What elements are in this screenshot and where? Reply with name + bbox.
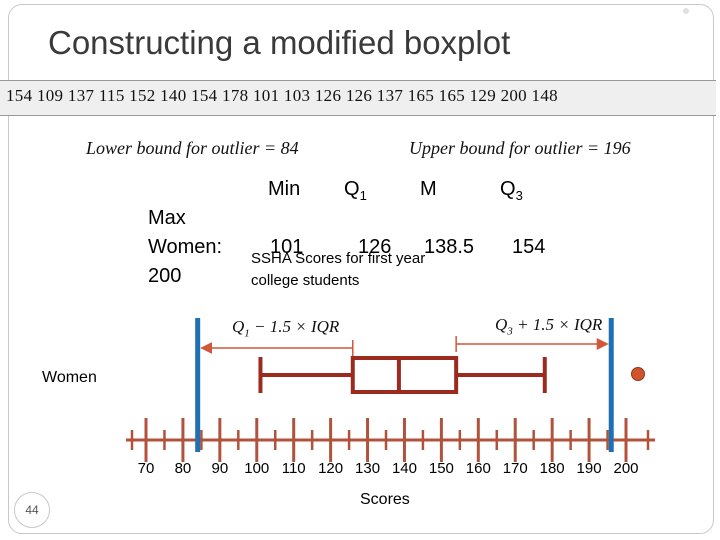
women-label: Women xyxy=(42,369,97,386)
lower-bound-text: Lower bound for outlier = 84 xyxy=(86,138,299,158)
slide-frame xyxy=(8,4,714,534)
tick-label: 170 xyxy=(502,460,528,477)
min-value: 101 xyxy=(270,236,304,258)
median-value: 138.5 xyxy=(424,236,475,258)
lower-fence-formula: Q1 − 1.5 × IQR xyxy=(232,317,340,340)
tick-label: 130 xyxy=(355,460,381,477)
tick-label: 140 xyxy=(391,460,417,477)
tick-label: 70 xyxy=(137,460,155,477)
tick-label: 200 xyxy=(613,460,639,477)
axis-title: Scores xyxy=(360,491,410,508)
women-row-label: Women: xyxy=(148,236,223,258)
q1-header: Q1 xyxy=(344,178,367,203)
tick-label: 110 xyxy=(281,460,306,477)
outlier-point xyxy=(631,367,645,381)
q3-value: 154 xyxy=(512,236,546,258)
corner-decoration xyxy=(683,8,689,14)
axis xyxy=(126,418,655,462)
tick-label: 100 xyxy=(244,460,270,477)
slide-number: 44 xyxy=(14,492,50,528)
caption-line1: SSHA Scores for first year xyxy=(251,250,426,267)
upper-bound-text: Upper bound for outlier = 196 xyxy=(409,138,631,158)
tick-label: 160 xyxy=(465,460,491,477)
max-value: 200 xyxy=(148,265,182,287)
tick-label: 180 xyxy=(539,460,565,477)
tick-label: 120 xyxy=(318,460,344,477)
min-header: Min xyxy=(268,178,301,200)
tick-label: 190 xyxy=(576,460,602,477)
data-values: 154 109 137 115 152 140 154 178 101 103 … xyxy=(6,86,558,105)
tick-label: 90 xyxy=(211,460,229,477)
caption-line2: college students xyxy=(251,272,360,289)
upper-fence-formula: Q3 + 1.5 × IQR xyxy=(495,315,603,338)
median-header: M xyxy=(420,178,437,200)
tick-label: 80 xyxy=(174,460,192,477)
data-strip xyxy=(0,80,716,116)
q1-value: 126 xyxy=(358,236,392,258)
tick-label: 150 xyxy=(428,460,454,477)
slide-title: Constructing a modified boxplot xyxy=(48,24,511,61)
boxplot xyxy=(195,318,645,452)
max-header: Max xyxy=(148,207,186,229)
q3-header: Q3 xyxy=(500,178,523,203)
iqr-box xyxy=(350,356,459,394)
